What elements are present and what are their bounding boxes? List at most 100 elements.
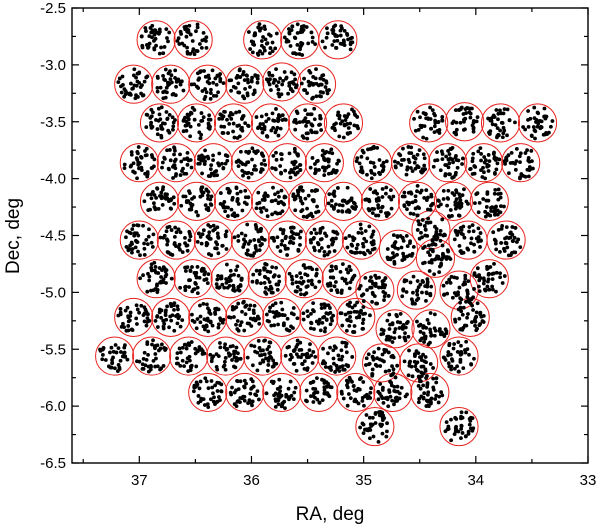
source-point: [415, 152, 420, 157]
source-point: [434, 230, 439, 234]
source-point: [497, 157, 502, 162]
source-point: [312, 235, 316, 240]
source-point: [345, 245, 350, 250]
source-point: [243, 312, 248, 317]
source-point: [459, 201, 464, 206]
source-point: [208, 197, 213, 202]
source-point: [476, 226, 481, 231]
source-point: [156, 206, 161, 211]
source-point: [149, 114, 154, 119]
source-point: [208, 167, 213, 172]
source-point: [346, 364, 350, 369]
field-circle: [378, 229, 418, 269]
source-point: [329, 198, 334, 203]
source-point: [288, 379, 293, 384]
source-point: [135, 322, 139, 326]
source-point: [164, 85, 169, 90]
source-point: [378, 209, 383, 214]
source-point: [282, 117, 287, 122]
source-point: [165, 117, 170, 122]
source-point: [466, 312, 470, 316]
source-point: [357, 314, 362, 318]
source-point: [313, 167, 318, 172]
source-point: [202, 272, 207, 277]
source-point: [201, 115, 206, 120]
source-point: [310, 123, 315, 128]
source-point: [367, 415, 372, 420]
source-point: [429, 260, 434, 265]
source-point: [407, 360, 412, 365]
source-point: [422, 391, 427, 396]
source-point: [294, 232, 299, 236]
source-point: [223, 342, 227, 347]
field-circle: [210, 259, 250, 299]
source-point: [455, 349, 460, 354]
field-circle: [230, 220, 270, 260]
source-point: [454, 188, 458, 193]
source-point: [263, 275, 268, 280]
source-point: [439, 261, 444, 266]
source-point: [471, 295, 476, 300]
source-point: [199, 268, 204, 272]
source-point: [387, 312, 392, 317]
source-point: [329, 264, 334, 269]
source-point: [347, 304, 352, 308]
source-point: [136, 151, 140, 156]
source-point: [312, 117, 317, 122]
source-point: [255, 76, 260, 81]
field-circle: [486, 220, 526, 260]
source-point: [278, 249, 283, 254]
source-point: [475, 266, 480, 271]
source-point: [533, 136, 537, 141]
source-point: [438, 232, 443, 237]
source-point: [333, 23, 338, 28]
source-point: [190, 312, 194, 317]
source-point: [322, 329, 327, 334]
source-point: [399, 385, 404, 390]
source-point: [363, 394, 367, 399]
source-point: [193, 281, 198, 285]
source-point: [314, 159, 319, 164]
source-point: [402, 359, 407, 364]
source-point: [318, 116, 323, 121]
source-point: [460, 156, 465, 161]
source-point: [531, 125, 536, 129]
source-point: [376, 397, 381, 402]
source-point: [269, 356, 274, 360]
source-point: [266, 117, 271, 121]
source-point: [150, 342, 154, 347]
source-point: [237, 68, 242, 73]
source-point: [197, 154, 202, 159]
source-point: [256, 339, 261, 343]
source-point: [438, 168, 443, 173]
y-tick-label: -5.5: [40, 341, 66, 358]
source-point: [348, 300, 352, 305]
source-point: [180, 318, 185, 323]
source-point: [432, 130, 437, 135]
source-point: [234, 345, 239, 350]
source-point: [437, 199, 441, 203]
source-point: [210, 68, 215, 73]
field-circle: [396, 270, 436, 310]
source-point: [483, 288, 488, 293]
source-point: [263, 338, 267, 343]
source-point: [252, 90, 257, 95]
source-point: [330, 268, 335, 273]
source-point: [406, 334, 411, 339]
source-point: [468, 426, 473, 431]
source-point: [383, 369, 388, 374]
field-circle: [517, 103, 558, 143]
source-point: [344, 344, 348, 349]
source-point: [274, 157, 279, 162]
source-point: [241, 113, 246, 118]
source-point: [365, 172, 369, 177]
source-point: [412, 352, 417, 357]
source-point: [144, 146, 149, 151]
source-point: [330, 43, 335, 47]
source-point: [279, 92, 284, 97]
source-point: [348, 315, 352, 319]
source-point: [234, 305, 239, 310]
source-point: [302, 263, 306, 267]
source-point: [350, 355, 355, 359]
source-point: [377, 413, 382, 418]
